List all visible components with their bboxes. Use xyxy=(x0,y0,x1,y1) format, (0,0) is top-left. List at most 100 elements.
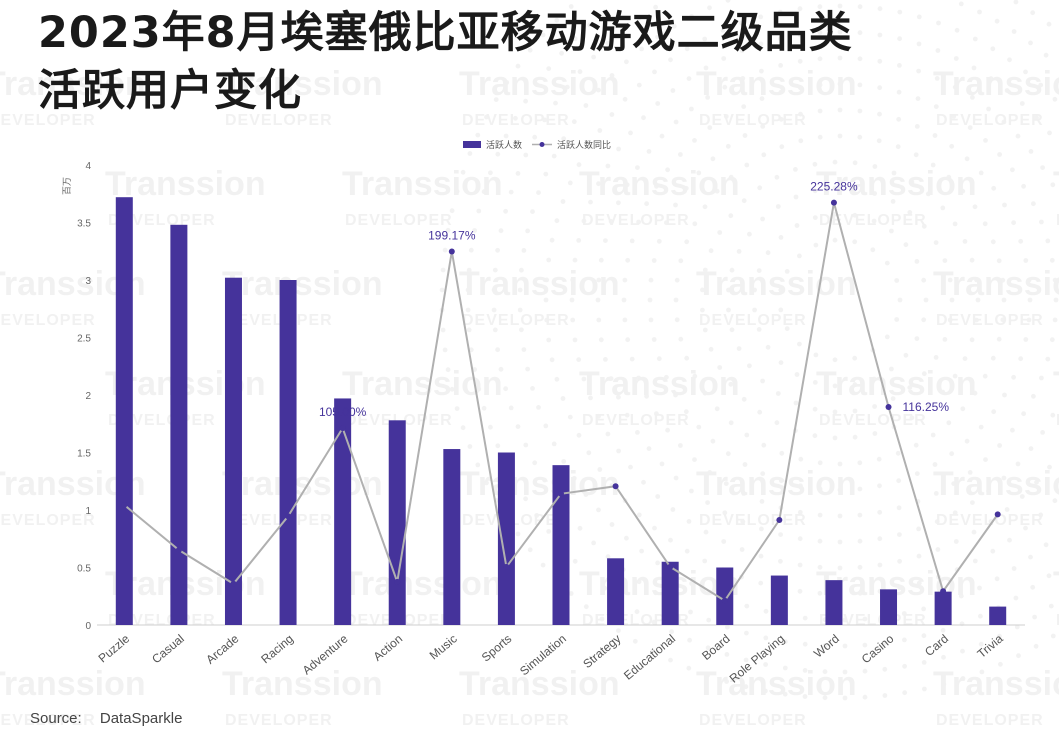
watermark-dot xyxy=(857,486,863,492)
watermark-dot xyxy=(572,36,578,42)
watermark-dot xyxy=(678,443,683,448)
watermark-dot xyxy=(703,65,709,71)
watermark-text: Transsion xyxy=(579,365,740,403)
watermark-text: Transsion xyxy=(1053,565,1059,603)
watermark-text: Transsion xyxy=(222,465,383,503)
watermark-dot xyxy=(665,427,670,433)
watermark-dot xyxy=(655,560,660,566)
watermark-dot xyxy=(942,258,948,263)
watermark-dot xyxy=(1039,375,1044,381)
watermark-dot xyxy=(527,47,533,53)
watermark-dot xyxy=(621,297,627,303)
watermark-dot xyxy=(743,684,749,690)
watermark-dot xyxy=(877,483,882,489)
watermark-dot xyxy=(797,509,803,515)
watermark-dot xyxy=(602,9,608,15)
watermark-dot xyxy=(798,456,804,462)
watermark-dot xyxy=(837,55,843,61)
bar-strategy xyxy=(607,558,625,625)
watermark-dot xyxy=(644,201,649,207)
watermark-dot xyxy=(622,317,628,323)
watermark-dot xyxy=(967,125,973,130)
watermark-dot xyxy=(491,287,497,293)
watermark-dot xyxy=(812,188,818,194)
watermark-dot xyxy=(708,248,714,254)
watermark-dot xyxy=(756,327,762,332)
watermark-dot xyxy=(1007,57,1012,63)
watermark-dot xyxy=(1028,149,1034,154)
watermark-dot xyxy=(857,134,863,140)
watermark-dot xyxy=(747,363,752,369)
watermark-dot xyxy=(744,432,750,438)
watermark-dot xyxy=(758,580,764,586)
watermark-dot xyxy=(784,269,790,274)
watermark-dot xyxy=(481,405,487,411)
watermark-dot xyxy=(1031,201,1036,207)
watermark-dot xyxy=(778,287,784,293)
watermark-dot xyxy=(990,46,996,52)
watermark-text: Transsion xyxy=(459,665,620,703)
watermark-dot xyxy=(1052,277,1058,283)
watermark-dot xyxy=(1028,40,1033,46)
watermark-dot xyxy=(705,95,710,100)
watermark-dot xyxy=(797,536,803,542)
watermark-dot xyxy=(739,547,745,552)
watermark-dot xyxy=(540,32,546,38)
watermark-dot xyxy=(921,317,927,323)
watermark-dot xyxy=(1034,479,1039,485)
source-value: DataSparkle xyxy=(99,710,183,727)
watermark-dot xyxy=(797,6,803,12)
watermark-dot xyxy=(739,48,745,53)
watermark-dot xyxy=(877,509,883,515)
watermark-subtext: DEVELOPER xyxy=(819,412,927,429)
watermark-dot xyxy=(527,547,533,553)
watermark-dot xyxy=(1045,238,1051,244)
watermark-dot xyxy=(916,14,922,20)
watermark-dot xyxy=(852,212,858,218)
watermark-dot xyxy=(842,695,848,701)
watermark-dot xyxy=(723,481,729,486)
watermark-dot xyxy=(1052,317,1058,323)
watermark-dot xyxy=(476,386,482,392)
watermark-dot xyxy=(692,138,697,143)
watermark-subtext: DEVELOPER xyxy=(819,212,927,229)
watermark-dot xyxy=(542,477,547,483)
watermark-dot xyxy=(449,386,455,392)
watermark-dot xyxy=(703,529,709,535)
watermark-dot xyxy=(705,672,710,678)
watermark-dot xyxy=(813,242,819,248)
watermark-dot xyxy=(837,81,843,87)
watermark-dot xyxy=(729,267,735,273)
watermark-dot xyxy=(702,558,708,564)
watermark-dot xyxy=(1040,165,1045,171)
y-tick-label: 0 xyxy=(85,621,91,632)
watermark-subtext: DEVELOPER xyxy=(0,512,96,529)
yoy-point-simulation xyxy=(558,490,564,497)
watermark-dot xyxy=(603,357,608,362)
watermark-dot xyxy=(641,115,646,121)
data-label: 116.25% xyxy=(903,400,950,414)
watermark-dot xyxy=(636,82,642,88)
watermark-dot xyxy=(774,174,780,180)
watermark-dot xyxy=(475,462,481,468)
watermark-dot xyxy=(636,512,642,518)
watermark-dot xyxy=(871,218,877,224)
watermark-subtext: DEVELOPER xyxy=(1056,212,1059,229)
watermark-dot xyxy=(488,424,493,430)
watermark-dot xyxy=(923,297,929,303)
watermark-dot xyxy=(1023,69,1028,75)
watermark-dot xyxy=(759,526,764,532)
watermark-dot xyxy=(759,96,765,101)
watermark-dot xyxy=(822,643,828,649)
bar-racing xyxy=(279,280,297,625)
watermark-dot xyxy=(583,492,589,497)
yoy-point-puzzle xyxy=(121,502,128,508)
watermark-dot xyxy=(972,390,978,396)
bar-puzzle xyxy=(115,197,133,625)
watermark-dot xyxy=(902,690,908,696)
watermark-dot xyxy=(797,588,803,594)
watermark-dot xyxy=(822,695,828,701)
x-tick-label: Casino xyxy=(859,631,897,666)
watermark-dot xyxy=(449,208,455,214)
watermark-dot xyxy=(728,213,734,219)
